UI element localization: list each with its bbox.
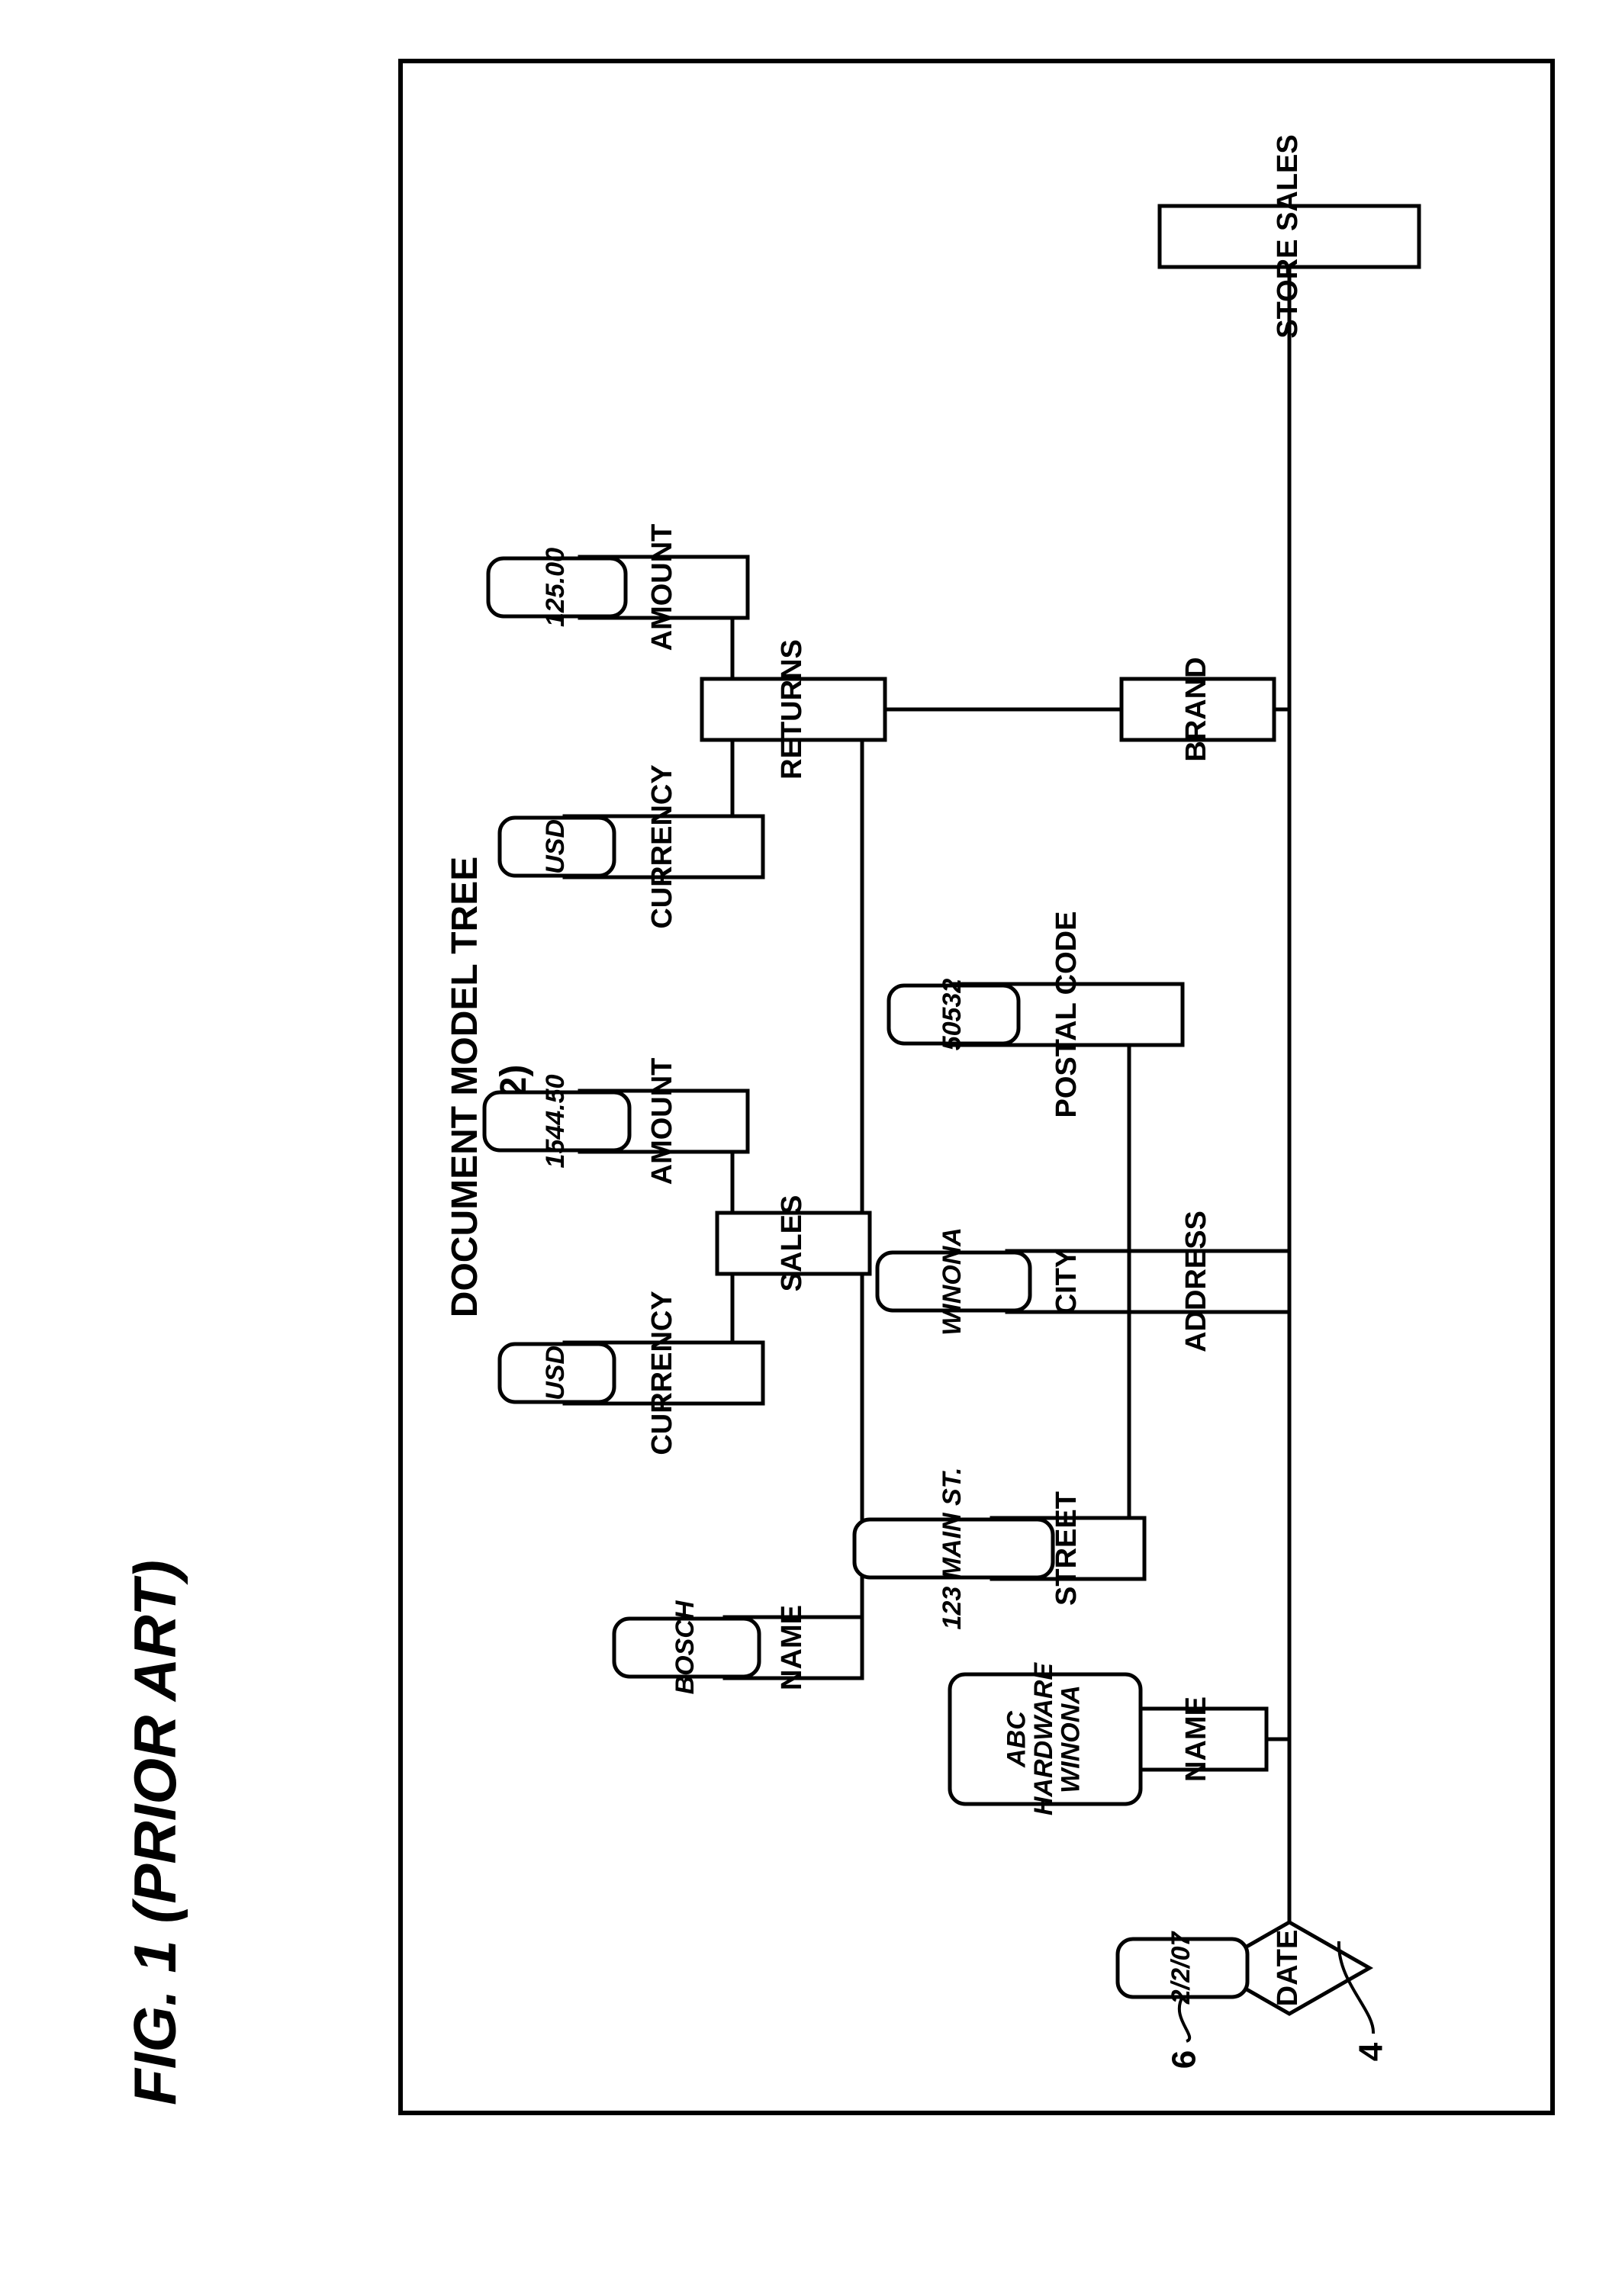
label-r_amt: AMOUNT	[646, 524, 678, 651]
label-name1: NAME	[1180, 1696, 1212, 1782]
label-name1_v-line-0: ABC	[1002, 1711, 1031, 1768]
title-group: DOCUMENT MODEL TREE(2)	[445, 857, 534, 1317]
label-returns-text: RETURNS	[776, 639, 808, 780]
label-store_sales-text: STORE SALES	[1272, 134, 1304, 338]
figure-caption: FIG. 1 (PRIOR ART)	[121, 1560, 188, 2105]
callout-0: 4	[1353, 2042, 1390, 2061]
label-r_amt-text: AMOUNT	[646, 524, 678, 651]
label-postal: POSTAL CODE	[1051, 912, 1083, 1118]
label-s_amt-text: AMOUNT	[646, 1058, 678, 1185]
label-street: STREET	[1051, 1491, 1083, 1606]
label-address: ADDRESS	[1180, 1211, 1212, 1352]
label-r_amt_v: 125.00	[541, 548, 570, 627]
label-date_v-text: 2/2/07	[1167, 1931, 1195, 2005]
edge-6	[1106, 1281, 1144, 1548]
label-brand-text: BRAND	[1180, 657, 1212, 761]
label-name2_v-text: BOSCH	[671, 1600, 700, 1694]
label-date-text: DATE	[1272, 1930, 1304, 2007]
label-city: CITY	[1051, 1249, 1083, 1315]
diagram-svg: DOCUMENT MODEL TREE(2) STORE SALES DATE 2/2…	[0, 0, 1609, 2292]
label-r_cur-text: CURRENCY	[646, 764, 678, 928]
label-street-text: STREET	[1051, 1491, 1083, 1606]
label-s_cur-text: CURRENCY	[646, 1291, 678, 1455]
title-line-1: DOCUMENT MODEL TREE	[445, 857, 485, 1317]
label-name2-text: NAME	[776, 1605, 808, 1690]
label-store_sales: STORE SALES	[1272, 134, 1304, 338]
label-name1_v-line-2: WINONA	[1057, 1685, 1086, 1793]
label-postal_v: 50532	[938, 979, 967, 1051]
label-address-text: ADDRESS	[1180, 1211, 1212, 1352]
label-s_cur_v-text: USD	[541, 1346, 570, 1400]
label-name1-text: NAME	[1180, 1696, 1212, 1782]
label-name1_v-line-1: HARDWARE	[1029, 1662, 1058, 1816]
callout-0-text: 4	[1353, 2042, 1390, 2061]
label-city-text: CITY	[1051, 1249, 1083, 1315]
label-s_amt_v: 1544.50	[541, 1074, 570, 1168]
label-r_amt_v-text: 125.00	[541, 548, 570, 627]
label-postal_v-text: 50532	[938, 979, 967, 1051]
label-postal-text: POSTAL CODE	[1051, 912, 1083, 1118]
label-r_cur_v-text: USD	[541, 819, 570, 874]
label-r_cur: CURRENCY	[646, 764, 678, 928]
label-sales: SALES	[776, 1195, 808, 1292]
label-city_v: WINONA	[938, 1227, 967, 1336]
label-street_v: 123 MAIN ST.	[938, 1468, 967, 1630]
label-name2: NAME	[776, 1605, 808, 1690]
label-s_amt: AMOUNT	[646, 1058, 678, 1185]
edge-7	[1129, 1015, 1183, 1281]
callout-1-text: 6	[1166, 2050, 1203, 2069]
label-returns: RETURNS	[776, 639, 808, 780]
page-root: DOCUMENT MODEL TREE(2) STORE SALES DATE 2/2…	[0, 0, 1609, 2292]
label-name2_v: BOSCH	[671, 1600, 700, 1694]
label-s_cur: CURRENCY	[646, 1291, 678, 1455]
label-brand: BRAND	[1180, 657, 1212, 761]
label-date: DATE	[1272, 1930, 1304, 2007]
label-r_cur_v: USD	[541, 819, 570, 874]
label-s_amt_v-text: 1544.50	[541, 1074, 570, 1168]
label-s_cur_v: USD	[541, 1346, 570, 1400]
callout-1: 6	[1166, 2050, 1203, 2069]
label-sales-text: SALES	[776, 1195, 808, 1292]
label-street_v-text: 123 MAIN ST.	[938, 1468, 967, 1630]
label-date_v: 2/2/07	[1167, 1931, 1195, 2005]
figure-caption-text: FIG. 1 (PRIOR ART)	[121, 1560, 188, 2105]
label-city_v-text: WINONA	[938, 1227, 967, 1336]
